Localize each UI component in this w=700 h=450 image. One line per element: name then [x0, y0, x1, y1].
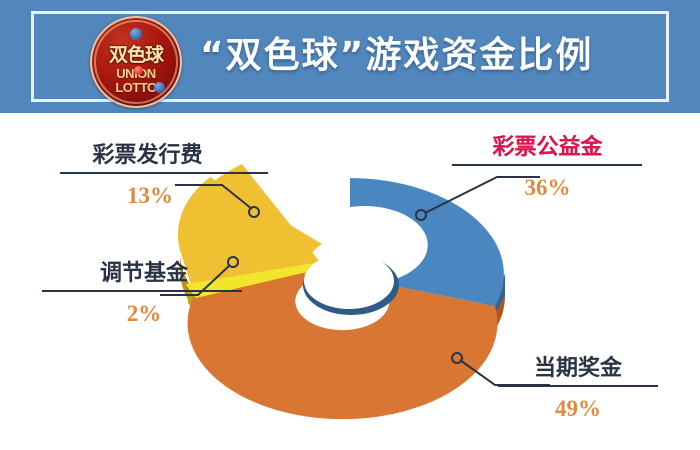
logo-ring: [94, 20, 178, 104]
callout-label-adjust: 调节基金: [99, 261, 188, 286]
union-lotto-logo: 双色球 UNION LOTTO: [90, 16, 182, 108]
callout-value-welfare: 36%: [524, 175, 571, 200]
callout-label-prize: 当期奖金: [533, 356, 622, 381]
callout-label-welfare: 彩票公益金: [460, 135, 635, 161]
slice-top-prize: [187, 266, 498, 420]
pie-chart-3d-donut: [177, 164, 505, 420]
slice-top-welfare: [350, 178, 504, 306]
logo-red-ball-icon: [134, 66, 143, 75]
callout-lottery-issuance-fee: 彩票发行费 13%: [60, 143, 268, 210]
page-title: “双色球”游戏资金比例: [200, 35, 594, 76]
callout-rule-prize: [498, 385, 658, 387]
logo-blue-ball-icon: [154, 82, 165, 93]
callout-adjustment-fund: 调节基金 2%: [42, 261, 242, 328]
callout-rule-adjust: [42, 290, 242, 292]
callout-rule-fee: [60, 172, 268, 174]
callout-value-fee: 13%: [127, 183, 173, 208]
callout-value-adjust: 2%: [126, 301, 162, 326]
logo-cn-text: 双色球: [108, 44, 164, 66]
chart-area: 彩票发行费 13% 调节基金 2% 彩票公益金 36% 当期奖金 49%: [0, 113, 700, 450]
callout-rule-welfare: [452, 164, 642, 166]
donut-hole: [304, 253, 394, 309]
logo-top-ball-icon: [130, 28, 142, 40]
callout-value-prize: 49%: [555, 396, 601, 421]
callout-label-fee: 彩票发行费: [92, 143, 203, 168]
logo-en-line2: LOTTO: [115, 80, 157, 95]
callout-current-prize: 当期奖金 49%: [498, 356, 658, 423]
header-bar: 双色球 UNION LOTTO “双色球”游戏资金比例: [0, 0, 700, 113]
callout-public-welfare-fund: 彩票公益金 36%: [452, 135, 642, 202]
